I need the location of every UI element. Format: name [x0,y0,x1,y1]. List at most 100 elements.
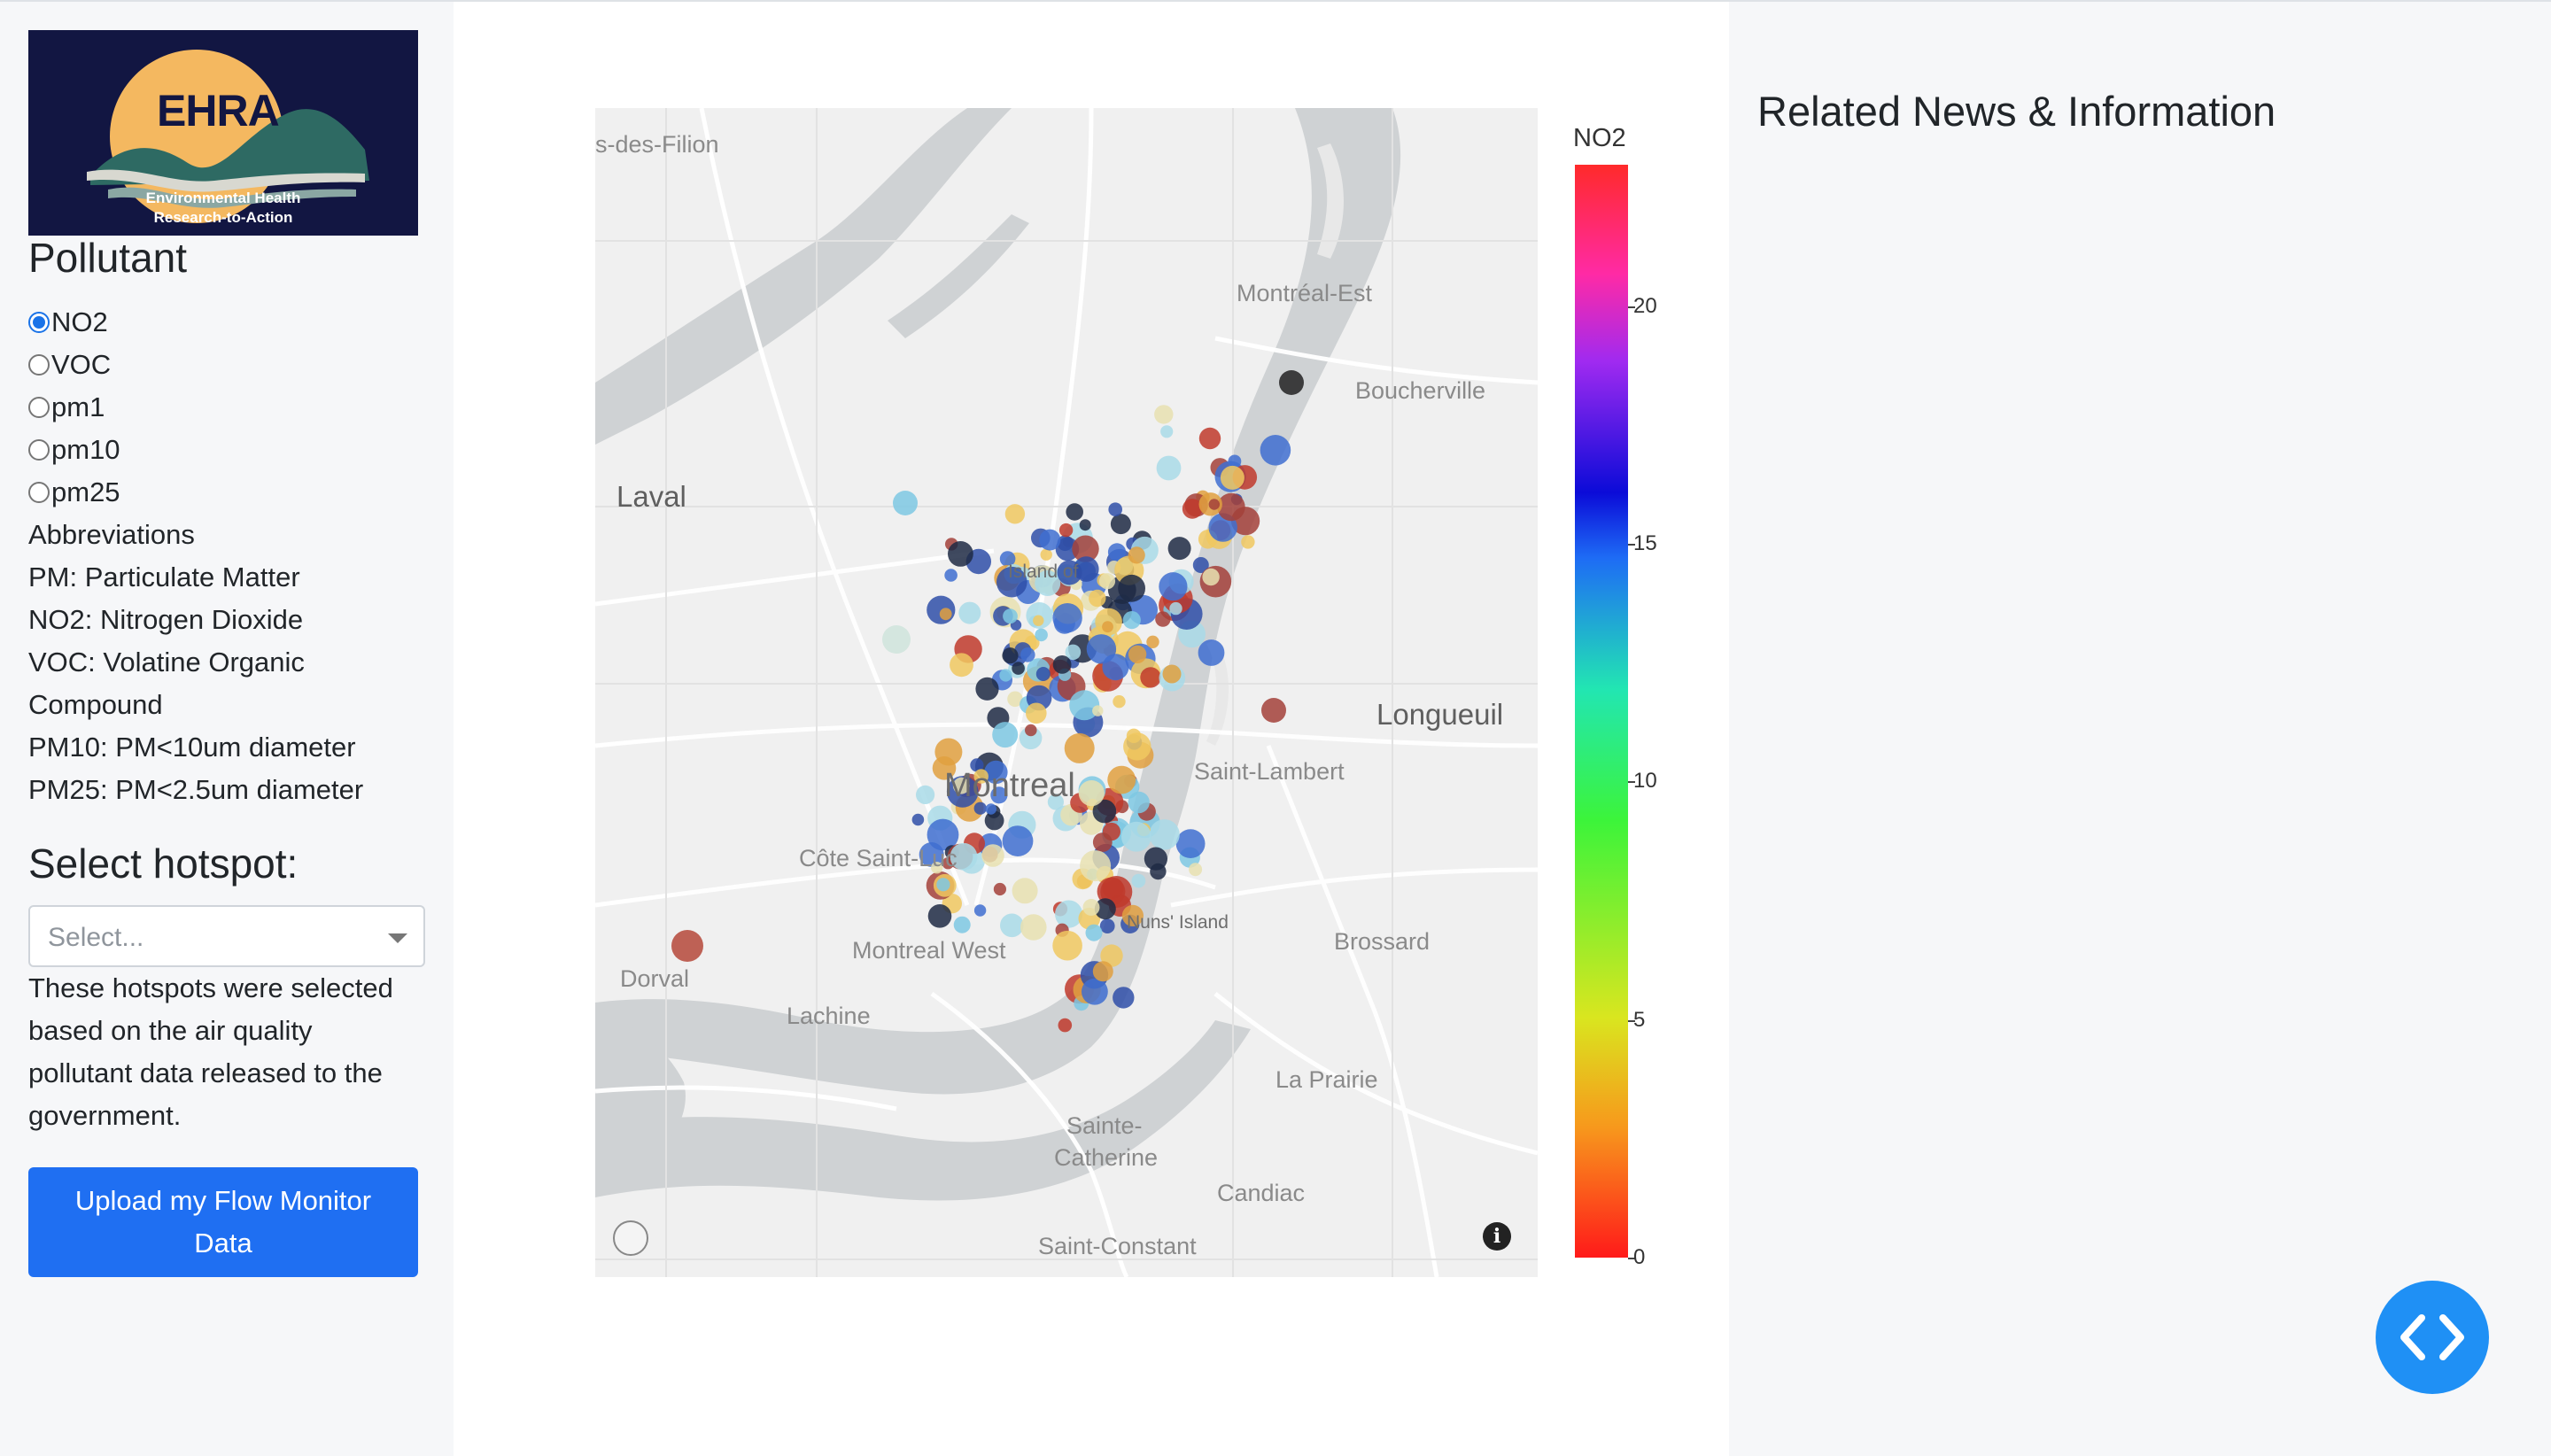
map-point[interactable] [932,756,957,780]
map-point[interactable] [1113,987,1135,1009]
map-point[interactable] [1189,863,1203,877]
map-point[interactable] [882,625,911,654]
map-point[interactable] [1123,732,1151,761]
map-point[interactable] [1198,639,1225,666]
map-point[interactable] [948,541,973,567]
map-point[interactable] [1000,913,1024,938]
radio-button-pm25[interactable] [28,482,50,503]
map-point[interactable] [1167,537,1191,561]
map-point[interactable] [911,813,925,826]
map-point[interactable] [1220,465,1244,490]
map-point[interactable] [1192,557,1209,573]
map-point[interactable] [1089,589,1106,608]
map-point[interactable] [1241,535,1255,549]
map-point[interactable] [1057,560,1082,585]
map-point[interactable] [984,810,1004,831]
map-point[interactable] [939,608,952,621]
map-point[interactable] [1102,621,1113,633]
map-point[interactable] [973,802,987,815]
map-point[interactable] [1002,647,1019,664]
map-point[interactable] [952,777,970,794]
map-point[interactable] [1039,529,1061,551]
mapbox-logo-icon[interactable] [613,1220,648,1256]
map-point[interactable] [931,862,943,874]
radio-pm1[interactable]: pm1 [28,388,105,427]
radio-button-pm1[interactable] [28,397,50,418]
map-point[interactable] [927,818,959,851]
map-point[interactable] [1064,732,1095,763]
map-point[interactable] [944,569,958,582]
map-point[interactable] [1086,634,1117,664]
map-point[interactable] [1279,370,1304,395]
map-point[interactable] [1122,611,1141,630]
map-point[interactable] [1098,573,1116,590]
map-point[interactable] [1040,548,1052,561]
upload-flow-monitor-button[interactable]: Upload my Flow Monitor Data [28,1167,418,1277]
map-point[interactable] [975,677,999,701]
map-point[interactable] [1033,615,1044,626]
hotspot-select[interactable]: Select... [28,905,425,967]
map-point[interactable] [1198,427,1221,450]
map-point[interactable] [1162,664,1182,684]
map-point[interactable] [1099,918,1115,933]
map-point[interactable] [1078,780,1105,807]
map-point[interactable] [1146,635,1159,648]
map-point[interactable] [1052,655,1072,674]
map-point[interactable] [1156,455,1182,481]
map-point[interactable] [1110,514,1131,535]
map-point[interactable] [1092,799,1117,824]
map-point[interactable] [1069,690,1100,721]
map-point[interactable] [1080,850,1112,882]
radio-button-no2[interactable] [28,312,50,333]
map-point[interactable] [927,904,952,928]
map-point[interactable] [1169,601,1182,616]
map-point[interactable] [893,491,918,515]
pollution-map[interactable]: s-des-Filion Laval Montréal-Est Boucherv… [595,108,1538,1277]
map-point[interactable] [996,566,1027,598]
map-point[interactable] [1047,794,1064,810]
map-point[interactable] [1052,603,1082,633]
map-point[interactable] [1058,1018,1073,1033]
map-point[interactable] [1154,405,1174,424]
map-point[interactable] [1261,698,1286,723]
map-point[interactable] [999,551,1016,567]
map-point[interactable] [953,916,971,933]
map-point[interactable] [985,803,996,815]
map-point[interactable] [1035,628,1048,642]
map-point[interactable] [973,769,989,784]
map-point[interactable] [1182,499,1203,519]
map-point[interactable] [1144,847,1167,871]
map-point[interactable] [1128,645,1147,663]
map-point[interactable] [1100,944,1123,967]
map-point[interactable] [1113,695,1126,709]
map-point[interactable] [1121,821,1151,852]
map-point[interactable] [1155,611,1171,627]
map-point[interactable] [1131,873,1146,888]
map-point[interactable] [999,669,1012,682]
map-point[interactable] [1092,961,1113,982]
map-point[interactable] [1057,535,1074,552]
map-point[interactable] [1026,702,1047,724]
map-point[interactable] [1065,644,1082,661]
map-point[interactable] [984,760,1008,785]
map-point[interactable] [1082,899,1100,916]
map-point[interactable] [990,786,1008,804]
map-point[interactable] [950,842,978,871]
map-point[interactable] [1160,425,1174,438]
map-point[interactable] [1149,819,1180,850]
map-point[interactable] [1175,829,1206,858]
info-icon[interactable]: i [1483,1222,1511,1251]
map-point[interactable] [973,904,987,917]
radio-button-voc[interactable] [28,354,50,376]
map-point[interactable] [1035,570,1061,596]
radio-button-pm10[interactable] [28,439,50,461]
map-point[interactable] [993,882,1006,896]
map-point[interactable] [1094,898,1116,920]
radio-voc[interactable]: VOC [28,345,111,384]
map-point[interactable] [1035,667,1051,681]
map-point[interactable] [950,653,973,678]
map-point[interactable] [1052,930,1082,961]
radio-pm25[interactable]: pm25 [28,473,120,512]
map-point[interactable] [1002,825,1034,856]
map-point[interactable] [1217,492,1245,522]
